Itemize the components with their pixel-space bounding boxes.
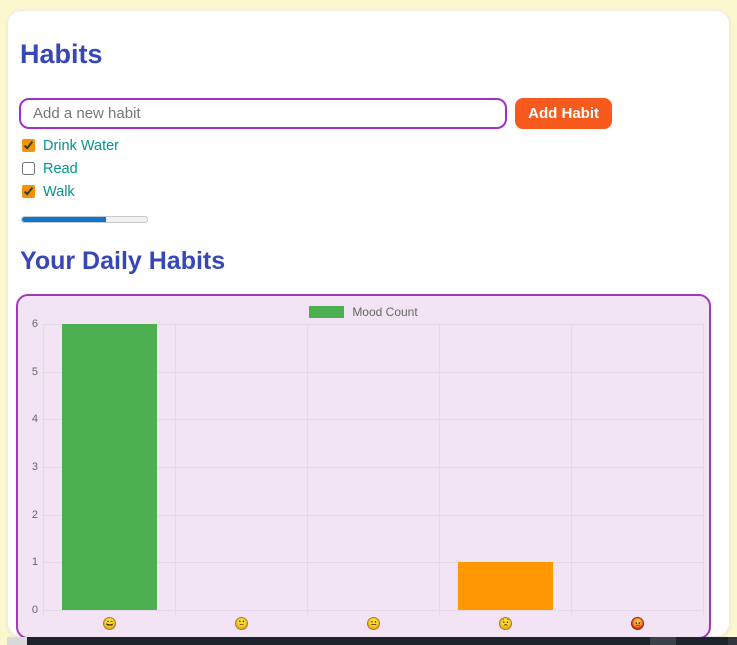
bar-mood-4 (457, 562, 553, 610)
gridline (703, 324, 704, 615)
gridline (43, 562, 703, 564)
gridline (175, 324, 176, 615)
habit-row-drink-water: Drink Water (19, 134, 718, 157)
habit-label: Read (43, 160, 78, 177)
bar-mood-1 (61, 324, 157, 610)
x-axis-mood-emoji-5: 😡 (630, 617, 644, 630)
gridline (43, 419, 703, 421)
habit-label: Drink Water (43, 137, 119, 154)
gridline (43, 324, 703, 325)
gridline (571, 324, 572, 615)
legend-label: Mood Count (352, 305, 418, 319)
habit-progress-fill (22, 217, 106, 222)
habit-list: Drink Water Read Walk (19, 134, 718, 203)
add-habit-button[interactable]: Add Habit (515, 98, 612, 129)
mood-chart: Mood Count 0 1 2 3 4 5 6 😄 🙂 😐 😟 😡 (16, 294, 711, 639)
x-axis-mood-emoji-4: 😟 (498, 617, 512, 630)
gridline (43, 324, 44, 615)
habits-card: Habits Add Habit Drink Water Read Walk Y… (7, 10, 730, 639)
habit-checkbox-read[interactable] (22, 162, 35, 175)
y-axis-tick-label: 0 (31, 604, 38, 616)
habit-row-read: Read (19, 157, 718, 180)
y-axis-tick-label: 6 (31, 318, 38, 330)
x-axis-mood-emoji-1: 😄 (102, 617, 116, 630)
page-title: Habits (20, 39, 103, 69)
x-axis-mood-emoji-3: 😐 (366, 617, 380, 630)
y-axis-tick-label: 1 (31, 556, 38, 569)
taskbar-segment (728, 637, 737, 645)
habit-row-walk: Walk (19, 180, 718, 203)
gridline (43, 610, 703, 611)
habit-checkbox-drink-water[interactable] (22, 139, 35, 152)
taskbar-segment (650, 637, 676, 645)
y-axis-tick-label: 3 (31, 461, 38, 473)
section-title: Your Daily Habits (20, 247, 226, 275)
legend-swatch (309, 306, 345, 318)
taskbar-segment (27, 637, 737, 645)
taskbar-segment (7, 637, 27, 645)
legend-item-mood-count[interactable]: Mood Count (18, 305, 709, 319)
x-axis-mood-emoji-2: 🙂 (234, 617, 248, 630)
habit-checkbox-walk[interactable] (22, 185, 35, 198)
gridline (43, 371, 703, 373)
gridline (43, 467, 703, 468)
gridline (43, 514, 703, 516)
add-habit-form: Add Habit (19, 98, 612, 129)
new-habit-input[interactable] (19, 98, 508, 129)
y-axis-tick-label: 2 (31, 508, 38, 521)
gridline (307, 324, 308, 615)
y-axis-tick-label: 5 (31, 365, 38, 378)
gridline (439, 324, 440, 615)
bottom-taskbar-strip (0, 637, 737, 645)
y-axis-tick-label: 4 (31, 413, 38, 426)
habit-label: Walk (43, 183, 75, 200)
habit-progress-bar (21, 216, 148, 223)
